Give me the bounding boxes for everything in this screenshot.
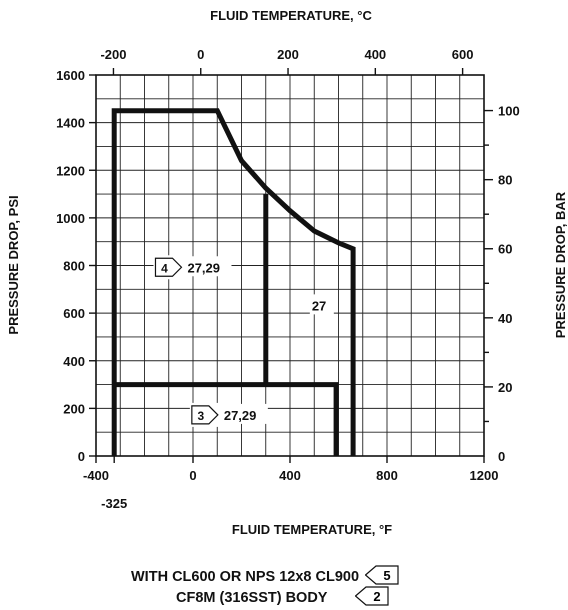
annotation: 3 27,29 <box>189 402 268 427</box>
x-tick-label: 400 <box>279 468 301 483</box>
y-tick-label: 1600 <box>56 68 85 83</box>
annotation-label-background <box>221 403 268 424</box>
axes: -400 0 400 800 1200-325020040060080010001200… <box>56 47 520 511</box>
note-2-tag: 2 <box>355 586 390 610</box>
y-tick-label: 200 <box>63 401 85 416</box>
note-2-label: 2 <box>374 589 381 604</box>
series-boundary-line <box>114 382 339 456</box>
x2-axis-title: FLUID TEMPERATURE, °C <box>210 8 372 23</box>
y2-tick-label: 80 <box>498 173 512 188</box>
y-tick-label: 600 <box>63 306 85 321</box>
y2-tick-label: 100 <box>498 104 520 119</box>
y2-tick-label: 20 <box>498 380 512 395</box>
y-tick-label: 1200 <box>56 163 85 178</box>
note-tag-number: 3 <box>198 409 205 423</box>
y2-tick-label: 0 <box>498 449 505 464</box>
x-tick-label: 800 <box>376 468 398 483</box>
note-tag-number: 4 <box>161 261 168 275</box>
note-tag-arrow <box>154 257 183 277</box>
y2-axis-title: PRESSURE DROP, BAR <box>553 191 568 338</box>
y2-tick-label: 40 <box>498 311 512 326</box>
x2-tick-label: 400 <box>364 47 386 62</box>
x-axis-title: FLUID TEMPERATURE, °F <box>232 522 392 537</box>
data-series <box>111 108 356 456</box>
y2-tick-label: 60 <box>498 242 512 257</box>
x2-tick-label: 200 <box>277 47 299 62</box>
series-boundary-line <box>111 108 356 456</box>
y-tick-label: 800 <box>63 259 85 274</box>
caption-line-2: CF8M (316SST) BODY 2 <box>176 586 390 610</box>
x-tick-label-minus-325: -325 <box>101 496 127 511</box>
caption-line-1-text: WITH CL600 OR NPS 12x8 CL900 <box>131 568 360 585</box>
x2-tick-label: -200 <box>100 47 126 62</box>
caption-line-1: WITH CL600 OR NPS 12x8 CL900 5 <box>131 565 399 589</box>
annotation-label: 27,29 <box>187 260 220 275</box>
y-tick-label: 1000 <box>56 211 85 226</box>
y-tick-label: 0 <box>78 449 85 464</box>
y-tick-label: 400 <box>63 354 85 369</box>
x2-tick-label: 0 <box>197 47 204 62</box>
y-tick-label: 1400 <box>56 116 85 131</box>
x-tick-label: -400 <box>83 468 109 483</box>
annotation-background <box>189 402 226 427</box>
annotation-background <box>153 255 190 280</box>
x-tick-label: 1200 <box>470 468 499 483</box>
annotation-label: 27,29 <box>224 408 257 423</box>
annotation-label: 27 <box>312 298 326 313</box>
annotation: 4 27,29 <box>153 255 232 280</box>
x-tick-label: 0 <box>189 468 196 483</box>
x2-tick-label: 600 <box>452 47 474 62</box>
y-axis-title: PRESSURE DROP, PSI <box>6 195 21 334</box>
note-5-label: 5 <box>383 568 390 583</box>
annotation: 27 <box>309 294 334 315</box>
annotation-label-background <box>309 294 334 315</box>
annotation-label-background <box>185 256 232 277</box>
note-5-tag: 5 <box>364 565 399 589</box>
note-tag-arrow <box>191 405 219 425</box>
caption-line-2-text: CF8M (316SST) BODY <box>176 589 328 606</box>
